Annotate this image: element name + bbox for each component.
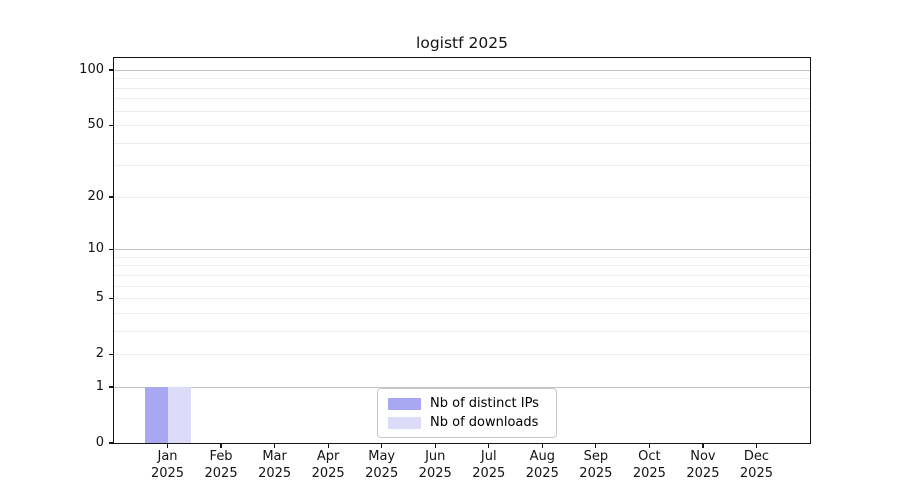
minor-gridline-2 xyxy=(114,354,810,356)
y-tick-label-5: 5 xyxy=(95,290,104,306)
x-tick-label-aug: Aug 2025 xyxy=(525,449,559,481)
y-tick-20 xyxy=(108,196,114,198)
minor-gridline-4 xyxy=(114,312,810,314)
x-tick-label-nov: Nov 2025 xyxy=(686,449,720,481)
x-tick-feb xyxy=(220,443,222,448)
x-tick-label-jul: Jul 2025 xyxy=(472,449,506,481)
y-tick-label-20: 20 xyxy=(87,188,104,204)
x-tick-mar xyxy=(274,443,276,448)
minor-gridline-90 xyxy=(114,78,810,80)
legend-swatch-downloads xyxy=(388,417,421,429)
y-tick-5 xyxy=(108,297,114,299)
x-tick-label-sep: Sep 2025 xyxy=(579,449,613,481)
x-tick-nov xyxy=(702,443,704,448)
x-tick-label-jun: Jun 2025 xyxy=(418,449,452,481)
y-tick-label-2: 2 xyxy=(95,346,104,362)
x-tick-label-dec: Dec 2025 xyxy=(739,449,773,481)
plot-area xyxy=(114,58,810,443)
minor-gridline-5 xyxy=(114,298,810,300)
y-tick-2 xyxy=(108,353,114,355)
minor-gridline-60 xyxy=(114,110,810,112)
y-tick-label-1: 1 xyxy=(95,378,104,394)
y-tick-label-10: 10 xyxy=(87,241,104,257)
x-tick-label-feb: Feb 2025 xyxy=(204,449,238,481)
y-tick-label-0: 0 xyxy=(95,435,104,450)
legend-item-distinct-ips: Nb of distinct IPs xyxy=(388,396,547,412)
x-tick-sep xyxy=(595,443,597,448)
x-tick-jun xyxy=(434,443,436,448)
major-gridline-100 xyxy=(114,70,810,71)
legend-item-downloads: Nb of downloads xyxy=(388,415,547,431)
x-tick-label-apr: Apr 2025 xyxy=(311,449,345,481)
y-tick-100 xyxy=(108,69,114,71)
y-tick-1 xyxy=(108,386,114,388)
minor-gridline-3 xyxy=(114,330,810,332)
minor-gridline-80 xyxy=(114,87,810,89)
chart-title: logistf 2025 xyxy=(416,34,508,52)
y-tick-10 xyxy=(108,248,114,250)
minor-gridline-50 xyxy=(114,125,810,127)
x-tick-jul xyxy=(488,443,490,448)
legend: Nb of distinct IPs Nb of downloads xyxy=(377,388,557,438)
minor-gridline-70 xyxy=(114,98,810,100)
minor-gridline-30 xyxy=(114,165,810,167)
minor-gridline-20 xyxy=(114,196,810,198)
bar-nb-of-downloads-jan xyxy=(167,386,191,443)
x-tick-jan xyxy=(166,443,169,448)
x-tick-aug xyxy=(541,443,543,448)
legend-label-downloads: Nb of downloads xyxy=(430,415,539,430)
x-tick-may xyxy=(381,443,383,448)
y-tick-50 xyxy=(108,124,114,126)
x-tick-label-mar: Mar 2025 xyxy=(258,449,292,481)
minor-gridline-7 xyxy=(114,274,810,276)
x-tick-oct xyxy=(648,443,650,448)
y-tick-label-100: 100 xyxy=(79,62,104,77)
legend-label-distinct-ips: Nb of distinct IPs xyxy=(430,396,539,411)
x-tick-apr xyxy=(327,443,329,448)
bar-nb-of-distinct-ips-jan xyxy=(144,386,168,443)
y-tick-label-50: 50 xyxy=(87,117,104,133)
x-tick-label-jan: Jan 2025 xyxy=(150,449,185,481)
minor-gridline-40 xyxy=(114,142,810,144)
minor-gridline-6 xyxy=(114,285,810,287)
legend-swatch-distinct-ips xyxy=(388,398,421,410)
y-tick-0 xyxy=(108,442,114,444)
major-gridline-10 xyxy=(114,249,810,251)
minor-gridline-9 xyxy=(114,256,810,258)
x-tick-label-may: May 2025 xyxy=(365,449,399,481)
major-gridline-1 xyxy=(114,386,810,388)
minor-gridline-8 xyxy=(114,265,810,267)
x-tick-dec xyxy=(755,443,758,448)
x-tick-label-oct: Oct 2025 xyxy=(632,449,666,481)
